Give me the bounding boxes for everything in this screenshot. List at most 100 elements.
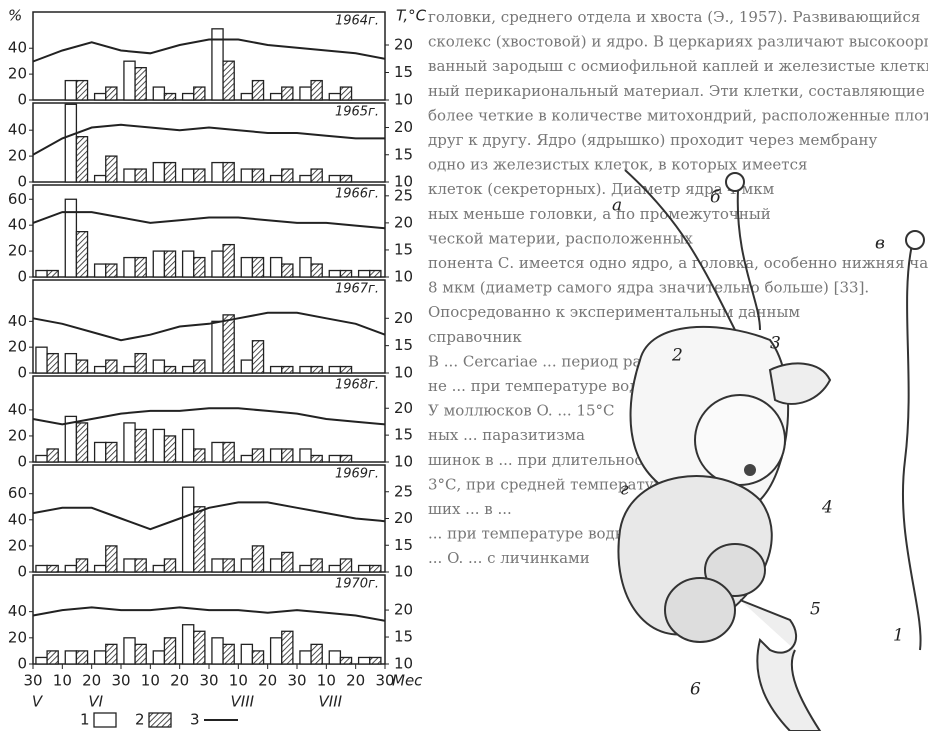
bar (328, 174, 342, 183)
bar (93, 564, 107, 573)
bar (328, 365, 342, 374)
bar (310, 454, 323, 463)
bar (193, 168, 206, 183)
bar (328, 650, 342, 665)
y-tick-label: 20 (8, 536, 27, 554)
bar (64, 103, 78, 183)
bar (339, 656, 353, 665)
legend-swatch (148, 712, 172, 728)
bar (35, 564, 48, 573)
x-tick-label: 10 (141, 672, 160, 690)
bar (193, 506, 206, 573)
y2-tick-label: 15 (394, 240, 413, 258)
bar (222, 558, 235, 573)
bar (123, 637, 136, 665)
bar (251, 168, 265, 183)
bar (357, 564, 371, 573)
y-tick-label: 0 (17, 453, 27, 471)
bar (163, 161, 177, 183)
panel-frame (32, 11, 386, 101)
y2-tick-label: 10 (394, 563, 413, 581)
y-tick-label: 0 (17, 268, 27, 286)
bar (64, 564, 78, 573)
panel-label: 1969г. (335, 467, 379, 482)
x-tick-label: 20 (170, 672, 189, 690)
bar (251, 650, 265, 665)
y2-tick-label: 15 (394, 336, 413, 354)
text-line: клеток (секреторных). Диаметр ядра 4 мкм (428, 180, 775, 198)
bar (105, 441, 118, 463)
bar (281, 448, 294, 463)
text-line: 8 мкм (диаметр самого ядра значительно б… (428, 279, 869, 297)
bar (310, 558, 323, 573)
bar (251, 448, 265, 463)
y-tick-label: 0 (17, 173, 27, 191)
bar (339, 558, 353, 573)
figure-label: б (710, 188, 721, 208)
bar (299, 365, 312, 374)
figure-label: 4 (821, 498, 833, 518)
text-line: ванный зародыш с осмиофильной каплей и ж… (428, 57, 928, 75)
bar (123, 256, 136, 278)
panel-label: 1970г. (335, 577, 379, 592)
bar (269, 256, 283, 278)
bar (105, 86, 118, 101)
x-tick-label: 20 (258, 672, 277, 690)
bar (222, 161, 235, 183)
bar (93, 441, 107, 463)
y-axis-label: % (8, 7, 22, 25)
x-tick-label: 20 (82, 672, 101, 690)
legend-swatch (93, 712, 117, 728)
y2-tick-label: 15 (394, 628, 413, 646)
y2-tick-label: 15 (394, 536, 413, 554)
bar (181, 168, 195, 183)
bar (328, 92, 342, 101)
text-line: В ... Cercariae ... период развития (428, 352, 696, 370)
bar (222, 243, 235, 278)
bar (369, 269, 382, 278)
text-line: головки, среднего отдела и хвоста (Э., 1… (428, 8, 920, 26)
text-line: одно из железистых клеток, в которых име… (428, 156, 807, 174)
bar (35, 454, 48, 463)
bar (93, 263, 107, 278)
bar (369, 564, 382, 573)
bar (240, 643, 254, 665)
bar (357, 269, 371, 278)
y2-axis-label: T,°C (396, 7, 427, 25)
bar (299, 86, 312, 101)
bar (251, 79, 265, 101)
bar (211, 161, 224, 183)
y2-tick-label: 10 (394, 268, 413, 286)
panel-frame (32, 184, 386, 278)
text-line: ... O. ... с личинками (428, 549, 590, 567)
y-tick-label: 20 (8, 628, 27, 646)
document-text: головки, среднего отдела и хвоста (Э., 1… (428, 8, 928, 567)
bar (222, 60, 235, 101)
bar (240, 92, 254, 101)
bar (105, 545, 118, 573)
figure-label: а (612, 196, 622, 216)
bar (269, 448, 283, 463)
bar (181, 250, 195, 278)
bar (163, 250, 177, 278)
y2-tick-label: 10 (394, 173, 413, 191)
panel-frame (32, 102, 386, 183)
y-tick-label: 0 (17, 563, 27, 581)
bar (339, 86, 353, 101)
illustration: а б в 1 2 3 4 5 6 г (612, 169, 925, 731)
bar (339, 174, 353, 183)
bar (152, 428, 166, 463)
bar (46, 269, 59, 278)
bar (211, 250, 224, 278)
x-tick-label: 30 (287, 672, 306, 690)
y-tick-label: 0 (17, 655, 27, 673)
y-tick-label: 40 (8, 602, 27, 620)
text-line: справочник (428, 328, 522, 346)
y2-tick-label: 20 (394, 36, 413, 54)
y2-tick-label: 15 (394, 145, 413, 163)
panel-label: 1964г. (335, 14, 379, 29)
y-tick-label: 20 (8, 426, 27, 444)
bar (163, 365, 177, 374)
bar (46, 564, 59, 573)
